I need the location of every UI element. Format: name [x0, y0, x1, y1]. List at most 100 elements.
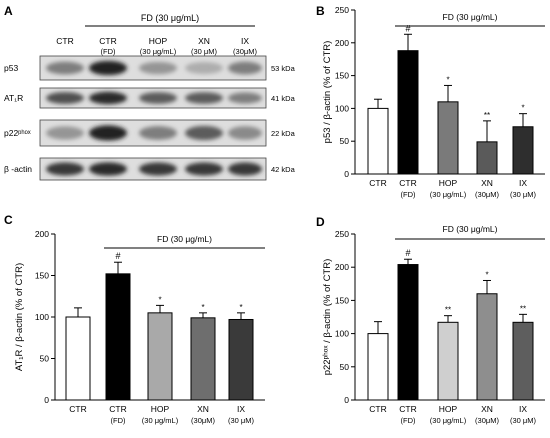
significance-mark: * [485, 270, 488, 279]
blot-band [185, 62, 223, 74]
significance-mark: # [405, 248, 410, 258]
blot-band [228, 162, 262, 176]
bar-hop [147, 312, 173, 401]
category-sublabel: (30 μM) [510, 416, 536, 425]
category-label: CTR [369, 404, 386, 414]
category-label: HOP [439, 404, 458, 414]
blot-rows: p53 53 kDa AT₁R 41 kDa p22ᵖʰᵒˣ 22 kDa β -actin… [4, 55, 296, 181]
bar-ctr [367, 333, 389, 401]
category-label: HOP [439, 178, 458, 188]
y-tick-label: 200 [35, 229, 49, 239]
panel-label: C [4, 213, 13, 227]
blot-protein-label: β -actin [4, 164, 32, 174]
category-label: IX [519, 178, 527, 188]
category-sublabel: (FD) [111, 416, 126, 425]
blot-band [89, 91, 127, 105]
significance-mark: * [201, 303, 204, 312]
bar-ctr [397, 264, 419, 401]
category-label: IX [519, 404, 527, 414]
category-label: IX [237, 404, 245, 414]
bar-ix [512, 126, 534, 175]
bar-ctr [397, 50, 419, 175]
blot-band [228, 61, 262, 75]
category-label: XN [481, 178, 493, 188]
blot-kda-label: 42 kDa [271, 165, 296, 174]
category-sublabel: (30 μM) [510, 190, 536, 199]
category-sublabel: (30 μg/mL) [142, 416, 179, 425]
panel-label-a: A [4, 4, 13, 18]
blot-band [185, 125, 223, 141]
bar-xn [476, 293, 498, 401]
blot-treatment-header: FD (30 μg/mL) [141, 13, 199, 23]
category-label: CTR [399, 178, 416, 188]
bar-xn [476, 141, 498, 175]
chart-at1r: C FD (30 μg/mL) 0 50 100 150 200 AT₁R / β-actin… [4, 213, 265, 425]
category-sublabel: (30 μg/mL) [430, 190, 467, 199]
significance-mark: ** [520, 304, 526, 313]
blot-band [139, 126, 177, 140]
category-label: CTR [399, 404, 416, 414]
blot-lane-label: IX [241, 36, 249, 46]
y-tick-label: 250 [335, 5, 349, 15]
blot-band [139, 92, 177, 104]
category-sublabel: (30 μM) [228, 416, 254, 425]
blot-band [185, 162, 223, 176]
category-sublabel: (30μM) [191, 416, 215, 425]
western-blot-panel: A FD (30 μg/mL) CTR CTR(FD)HOP(30 μg/mL)X… [4, 4, 296, 181]
blot-band [89, 60, 127, 76]
blot-lane-label: XN [198, 36, 210, 46]
y-tick-label: 100 [335, 329, 349, 339]
category-sublabel: (FD) [401, 416, 416, 425]
blot-lane-label: CTR [99, 36, 116, 46]
y-tick-label: 0 [344, 169, 349, 179]
blot-lane-sublabel: (FD) [101, 47, 116, 56]
significance-mark: # [405, 23, 410, 33]
panel-label: B [316, 4, 325, 18]
blot-band [89, 125, 127, 141]
blot-band [46, 126, 84, 140]
blot-lane-labels: CTR CTR(FD)HOP(30 μg/mL)XN(30 μM)IX(30μM) [56, 36, 257, 56]
blot-band [139, 61, 177, 75]
y-tick-label: 150 [335, 295, 349, 305]
significance-mark: * [521, 104, 524, 113]
significance-mark: * [239, 303, 242, 312]
bar-ix [228, 318, 254, 401]
y-tick-label: 50 [40, 354, 50, 364]
significance-mark: ** [445, 306, 451, 315]
category-label: XN [481, 404, 493, 414]
panel-label: D [316, 215, 325, 229]
y-tick-label: 200 [335, 262, 349, 272]
blot-lane-label: HOP [149, 36, 168, 46]
bar-ctr [105, 273, 131, 401]
significance-mark: * [158, 295, 161, 304]
chart-p53: B FD (30 μg/mL) 0 50 100 150 200 250 p53 / β-act… [316, 4, 545, 199]
blot-band [228, 92, 262, 104]
category-label: XN [197, 404, 209, 414]
y-axis-title: p53 / β-actin (% of CTR) [322, 41, 333, 144]
blot-band [185, 92, 223, 104]
significance-mark: # [115, 251, 120, 261]
bar-ctr [367, 107, 389, 175]
blot-band [89, 162, 127, 176]
y-tick-label: 50 [340, 136, 350, 146]
significance-mark: ** [484, 111, 490, 120]
bar-hop [437, 101, 459, 175]
y-axis-title: p22ᵖʰᵒˣ / β-actin (% of CTR) [322, 259, 333, 376]
category-label: HOP [151, 404, 170, 414]
blot-band [46, 92, 84, 104]
blot-protein-label: p53 [4, 63, 18, 73]
chart-p22phox: D FD (30 μg/mL) 0 50 100 150 200 250 p22ᵖʰᵒˣ / β… [316, 215, 545, 425]
category-sublabel: (30μM) [475, 190, 499, 199]
blot-band [139, 162, 177, 176]
blot-band [46, 61, 84, 75]
blot-lane-sublabel: (30μM) [233, 47, 257, 56]
bar-xn [190, 317, 216, 401]
blot-lane-sublabel: (30 μM) [191, 47, 217, 56]
y-tick-label: 100 [335, 103, 349, 113]
blot-lane-label: CTR [56, 36, 73, 46]
y-tick-label: 0 [44, 395, 49, 405]
treatment-header: FD (30 μg/mL) [443, 12, 498, 22]
y-tick-label: 150 [335, 71, 349, 81]
bar-ix [512, 321, 534, 401]
blot-protein-label: p22ᵖʰᵒˣ [4, 128, 31, 138]
